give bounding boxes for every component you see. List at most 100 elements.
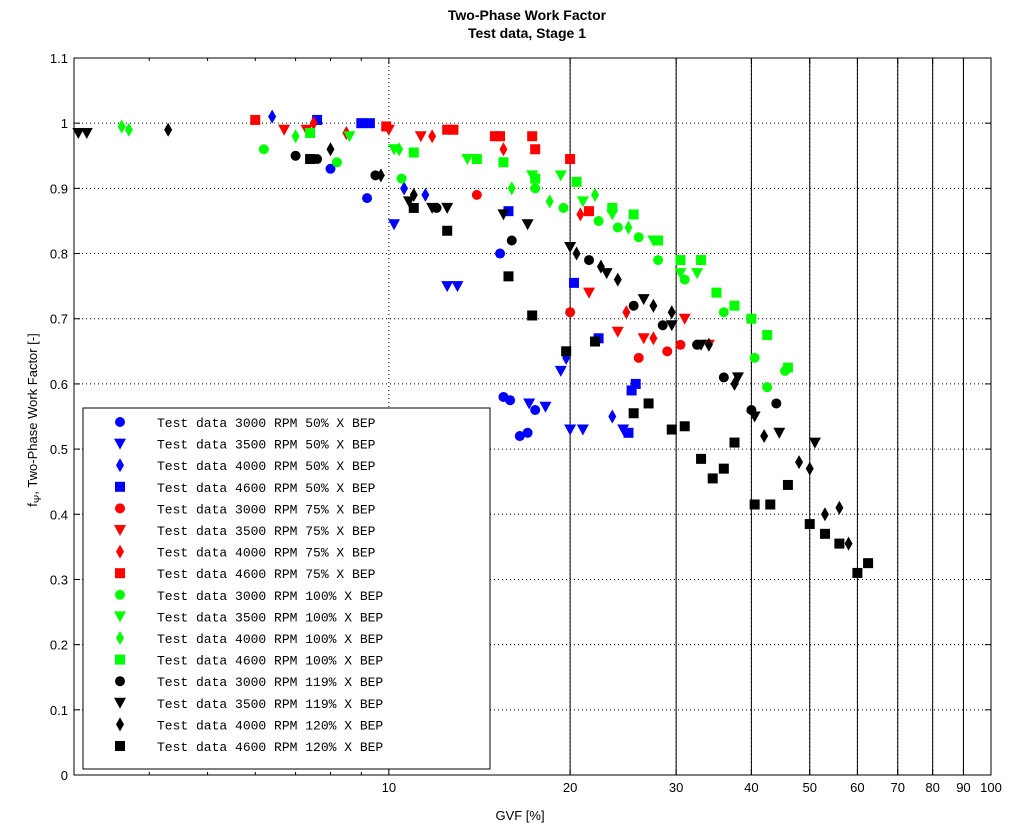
data-point <box>782 362 793 373</box>
data-point <box>554 170 567 182</box>
data-point <box>844 536 853 551</box>
data-point <box>395 142 404 157</box>
data-point <box>364 118 375 129</box>
y-axis-label-rest: , Two-Phase Work Factor [-] <box>25 333 40 495</box>
data-point <box>667 305 676 320</box>
legend: Test data 3000 RPM 50% X BEP Test data 35… <box>82 407 491 770</box>
data-point <box>278 124 291 136</box>
data-point <box>564 242 577 254</box>
series-1 <box>388 219 630 436</box>
data-point <box>593 215 604 226</box>
data-point <box>633 352 644 363</box>
data-point <box>258 144 269 155</box>
data-point <box>489 131 500 142</box>
legend-marker <box>115 481 125 492</box>
data-point <box>678 313 691 325</box>
data-point <box>657 320 668 331</box>
y-axis-label-main: f <box>25 503 40 507</box>
data-point <box>80 127 93 139</box>
data-point <box>649 298 658 313</box>
data-point <box>679 274 690 285</box>
chart-subtitle: Test data, Stage 1 <box>468 25 586 41</box>
y-tick-label: 0.2 <box>50 638 68 653</box>
data-point <box>643 398 654 409</box>
data-point <box>522 427 533 438</box>
data-point <box>623 427 634 438</box>
data-point <box>356 118 367 129</box>
series-7 <box>250 114 595 217</box>
data-point <box>600 268 613 280</box>
y-tick-label: 0.1 <box>50 703 68 718</box>
data-point <box>584 206 595 217</box>
data-point <box>461 154 474 166</box>
data-point <box>558 202 569 213</box>
y-tick-label: 0.9 <box>50 181 68 196</box>
y-tick-label: 1 <box>61 116 68 131</box>
series-13 <box>72 127 821 449</box>
x-tick-label: 40 <box>744 780 758 795</box>
data-point <box>291 129 300 144</box>
legend-label: Test data 3500 RPM 119% X BEP <box>157 697 383 712</box>
data-point <box>530 183 541 194</box>
data-point <box>507 181 516 196</box>
data-point <box>506 235 517 246</box>
data-point <box>628 300 639 311</box>
data-point <box>691 268 704 280</box>
data-point <box>863 558 874 569</box>
data-point <box>572 246 581 261</box>
data-point <box>675 255 686 266</box>
data-point <box>613 272 622 287</box>
data-point <box>748 411 761 423</box>
data-point <box>653 255 664 266</box>
data-point <box>617 424 630 436</box>
series-10 <box>117 119 633 235</box>
y-tick-label: 0 <box>61 768 68 783</box>
data-point <box>624 220 633 235</box>
data-point <box>530 144 541 155</box>
data-point <box>718 307 729 318</box>
series-6 <box>309 116 658 346</box>
data-point <box>612 222 623 233</box>
data-point <box>679 421 690 432</box>
data-point <box>561 346 572 357</box>
data-point <box>718 372 729 383</box>
data-point <box>746 313 757 324</box>
legend-label: Test data 3500 RPM 50% X BEP <box>157 438 376 453</box>
legend-label: Test data 4600 RPM 75% X BEP <box>157 567 376 582</box>
data-point <box>630 378 641 389</box>
data-point <box>326 142 335 157</box>
data-point <box>835 500 844 515</box>
data-point <box>628 408 639 419</box>
data-point <box>530 173 541 184</box>
x-tick-label: 90 <box>956 780 970 795</box>
data-point <box>782 479 793 490</box>
data-point <box>505 395 516 406</box>
x-tick-label: 50 <box>803 780 817 795</box>
data-point <box>590 336 601 347</box>
y-tick-label: 0.3 <box>50 572 68 587</box>
data-point <box>760 429 769 444</box>
legend-box <box>82 407 491 770</box>
data-point <box>521 219 534 231</box>
data-point <box>117 119 126 134</box>
data-point <box>441 202 454 214</box>
data-points <box>72 109 874 578</box>
data-point <box>729 300 740 311</box>
data-point <box>622 305 631 320</box>
data-point <box>124 122 133 137</box>
legend-marker <box>116 544 124 559</box>
data-point <box>584 255 595 266</box>
data-point <box>674 268 687 280</box>
data-point <box>819 528 830 539</box>
data-point <box>498 157 509 168</box>
legend-marker <box>116 458 124 473</box>
data-point <box>343 131 356 143</box>
x-tick-label: 100 <box>980 780 1002 795</box>
data-point <box>795 455 804 470</box>
data-point <box>312 114 323 125</box>
legend-marker <box>115 417 125 427</box>
x-tick-label: 20 <box>563 780 577 795</box>
data-point <box>545 194 554 209</box>
series-2 <box>268 109 617 424</box>
